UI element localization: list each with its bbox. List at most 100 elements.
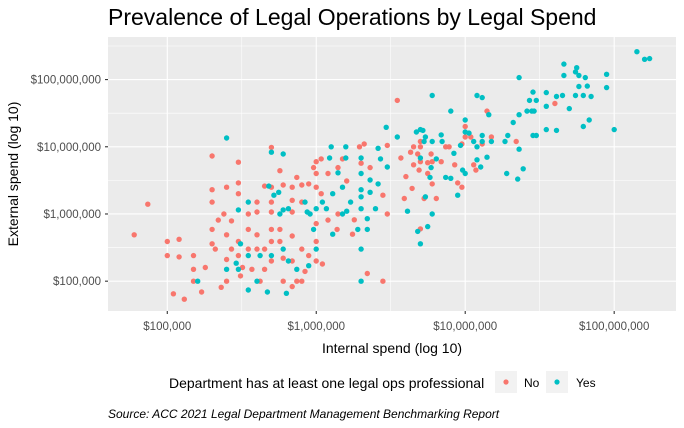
data-point-no [268,209,275,215]
data-point-no [212,246,218,252]
data-point-no [513,138,519,145]
legend: Department has at least one legal ops pr… [169,371,596,393]
data-point-no [398,155,404,161]
data-point-no [181,296,187,302]
data-point-yes [504,170,510,177]
data-point-no [438,159,444,165]
data-point-yes [448,108,454,114]
data-point-yes [375,145,381,151]
data-point-yes [268,252,275,259]
data-point-no [471,162,477,168]
data-point-yes [603,84,610,91]
data-point-no [235,180,242,186]
x-tick-label: $10,000,000 [433,321,497,333]
data-point-yes [310,226,317,233]
data-point-yes [572,92,579,99]
data-point-no [170,291,177,297]
data-point-yes [516,74,522,81]
data-point-yes [451,150,457,156]
data-point-no [176,236,182,242]
data-point-no [277,238,283,245]
data-point-yes [646,55,653,62]
data-point-no [380,278,386,284]
data-point-yes [415,228,421,235]
data-point-yes [358,194,364,200]
data-point-yes [330,231,336,237]
data-point-yes [588,93,594,100]
data-point-yes [223,135,230,141]
data-point-yes [343,155,349,161]
data-point-no [294,278,300,284]
data-point-yes [271,192,277,198]
data-point-yes [603,71,610,78]
data-point-yes [429,138,435,145]
data-point-no [452,162,458,168]
data-point-no [277,168,283,174]
data-point-no [433,195,439,202]
data-point-no [488,134,495,140]
data-point-yes [319,199,326,205]
data-point-no [249,266,255,272]
data-point-yes [516,146,522,152]
data-point-no [235,191,242,197]
data-point-no [254,199,260,205]
data-point-no [289,258,295,264]
data-point-no [289,197,295,203]
data-point-yes [457,142,464,149]
data-point-yes [479,94,485,101]
data-point-no [254,232,260,238]
data-point-yes [276,189,282,195]
data-point-yes [306,263,312,269]
data-point-yes [584,83,590,89]
legend-dot-no [503,379,509,385]
data-point-no [401,195,407,202]
data-point-no [358,160,364,166]
data-point-yes [367,189,373,195]
data-point-no [310,164,317,171]
data-point-yes [474,144,480,150]
data-point-yes [427,174,433,181]
data-point-no [384,142,390,149]
data-point-yes [572,69,579,75]
data-point-no [552,100,558,107]
data-point-no [394,97,400,104]
data-point-no [254,246,260,252]
data-point-yes [524,108,530,114]
data-point-no [462,123,468,130]
data-point-yes [377,156,384,162]
data-point-no [235,159,242,165]
data-point-yes [344,208,350,214]
y-tick-label: $100,000 [53,276,101,288]
data-point-yes [280,207,286,213]
data-point-yes [372,206,379,212]
data-point-no [319,261,326,267]
data-point-no [164,238,170,245]
data-point-yes [488,138,495,145]
data-point-no [223,184,230,190]
data-point-no [306,181,312,187]
data-point-no [344,178,350,184]
data-point-yes [375,181,381,187]
y-axis-title: External spend (log 10) [5,102,21,247]
data-point-yes [433,156,439,162]
data-point-no [131,232,137,238]
data-point-no [289,233,295,239]
data-point-yes [245,252,251,259]
data-point-no [334,226,340,233]
data-point-yes [443,174,449,181]
data-point-yes [580,123,586,130]
data-point-no [223,232,230,238]
data-point-yes [531,108,537,114]
data-point-no [409,185,415,192]
data-point-no [190,252,197,259]
data-point-no [318,191,324,197]
plot-panel [108,37,676,311]
data-point-yes [358,170,364,177]
data-point-no [403,173,409,180]
data-point-yes [526,97,533,104]
data-point-yes [417,241,424,247]
data-point-no [417,138,424,145]
data-point-no [261,266,268,272]
data-point-no [277,226,283,233]
